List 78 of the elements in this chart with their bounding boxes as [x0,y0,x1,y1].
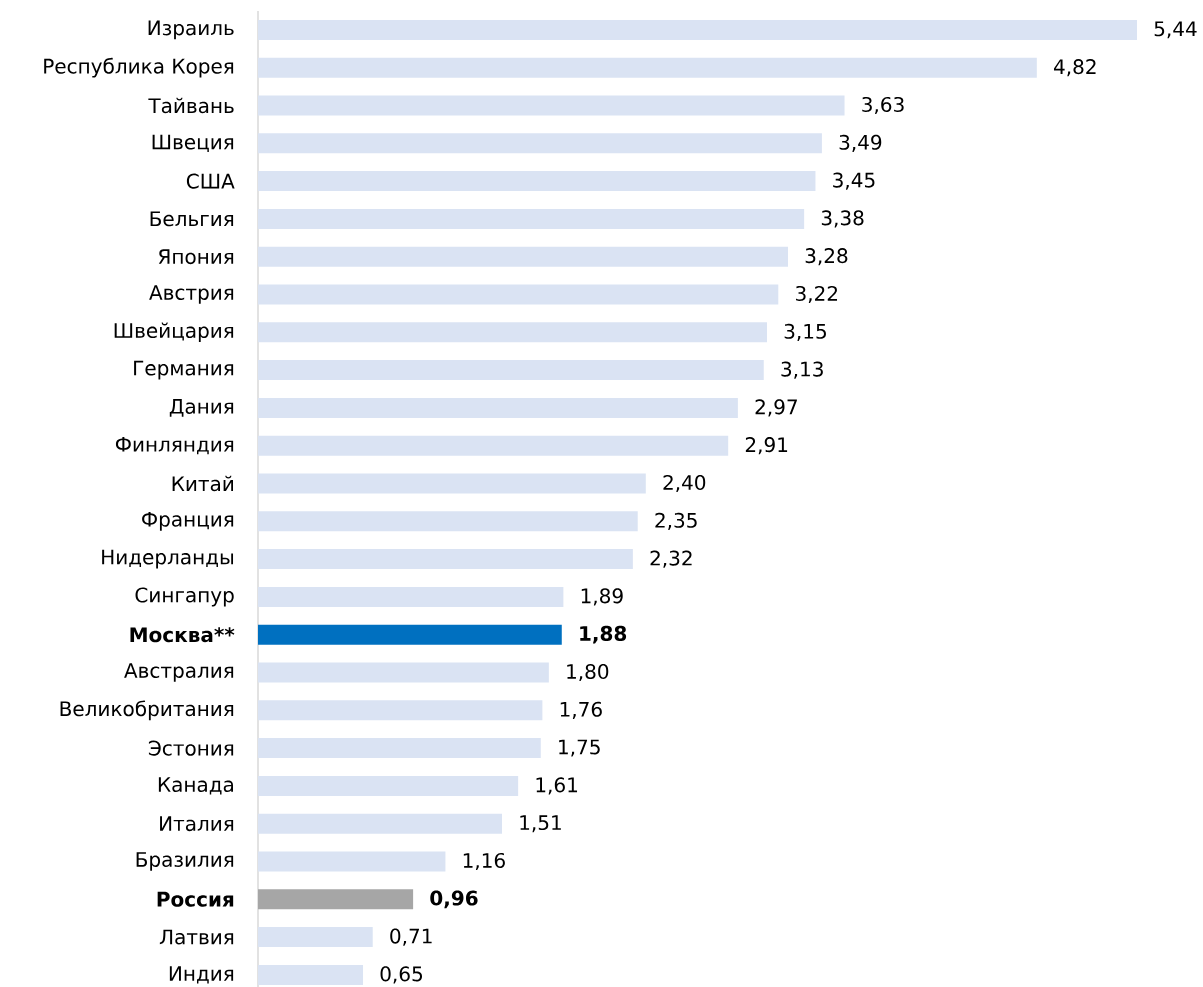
bar [258,662,549,683]
data-label: 1,61 [536,777,578,795]
bar [258,738,541,759]
data-label: 1,89 [581,588,623,606]
data-label: 1,75 [559,739,600,757]
y-tick-label: Австралия [124,663,234,682]
y-tick-label: Индия [169,966,234,984]
bar [258,246,788,267]
y-tick-label: Республика Корея [44,57,234,78]
bar [258,889,414,910]
y-tick-label: Италия [160,816,234,832]
y-tick-label: Бельгия [150,211,234,227]
y-tick-label: Нидерланды [102,549,234,569]
y-tick-label: Латвия [159,929,234,945]
data-label: 0,65 [380,966,423,984]
bar [258,775,519,796]
data-label: 2,32 [650,550,692,568]
y-tick-label: Китай [172,475,233,492]
bar [258,813,502,834]
y-tick-label: Япония [158,249,234,265]
data-label: 0,96 [430,890,478,909]
y-tick-label: Швейцария [114,322,234,342]
bar [258,473,646,494]
bar [258,95,845,116]
y-tick-label: Бразилия [136,852,234,871]
y-tick-label: Австрия [149,285,234,304]
y-tick-label: Тайвань [148,97,234,114]
data-label: 3,22 [796,285,838,304]
data-label: 3,45 [833,172,875,190]
data-label: 2,91 [745,437,788,455]
bar [258,851,446,872]
data-label: 5,44 [1154,21,1197,39]
y-tick-label: Канада [158,777,233,795]
bar [258,435,729,456]
bar [258,133,822,154]
data-label: 0,71 [390,928,432,946]
y-tick-label: США [186,173,235,189]
y-tick-label: Эстония [148,740,234,756]
data-label: 3,49 [839,134,882,152]
bar [258,19,1137,40]
y-tick-label: Дания [169,399,234,417]
data-label: 2,35 [655,512,697,530]
data-label: 4,82 [1053,59,1096,77]
bar [258,549,633,570]
data-label: 1,76 [560,701,602,719]
bar [258,586,564,607]
data-label: 1,16 [463,852,505,871]
data-label: 1,88 [580,625,627,644]
data-label: 3,38 [821,210,864,228]
bar [258,208,805,229]
data-label: 1,80 [567,663,609,682]
y-tick-label: Сингапур [135,587,234,607]
bar [258,964,364,985]
data-label: 2,97 [755,399,797,417]
data-label: 3,28 [805,248,848,266]
data-label: 3,13 [781,361,823,379]
bar [258,927,373,948]
y-tick-label: Израиль [148,20,234,40]
data-label: 1,51 [520,815,561,833]
y-tick-label: Финляндия [115,437,234,455]
y-tick-label: Швеция [152,134,234,152]
bar [258,511,638,532]
data-label: 3,63 [862,96,904,115]
bar [258,57,1037,78]
y-tick-label: Москва** [130,627,235,643]
bar [258,700,543,721]
y-tick-label: Россия [157,891,234,907]
data-label: 2,40 [663,474,706,493]
bar [258,397,738,418]
y-tick-label: Германия [134,360,234,380]
data-label: 3,15 [784,323,826,341]
bar [258,322,767,343]
bar [258,284,779,305]
bar [258,624,562,645]
y-tick-label: Великобритания [60,700,234,721]
bar [258,360,764,381]
y-tick-label: Франция [142,511,234,531]
bar [258,171,816,192]
